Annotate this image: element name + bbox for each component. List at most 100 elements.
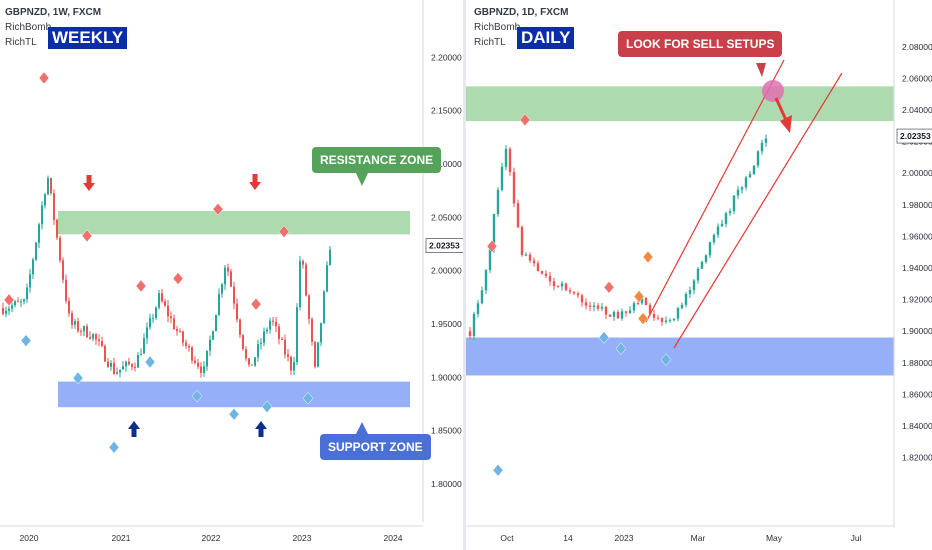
y-tick-label: 2.00000: [902, 168, 932, 178]
candle-body: [152, 317, 154, 319]
daily-indicator-richbomb[interactable]: RichBomb: [474, 22, 521, 33]
x-tick-label: 2023: [293, 533, 312, 543]
candle-body: [161, 293, 163, 302]
candle-body: [254, 357, 256, 366]
daily-symbol-title: GBPNZD, 1D, FXCM: [474, 7, 569, 18]
candle-body: [92, 334, 94, 339]
candle-body: [119, 369, 121, 373]
buy-diamond-icon: [108, 440, 120, 454]
candle-body: [158, 293, 160, 308]
candle-body: [269, 320, 271, 330]
candle-body: [224, 267, 226, 285]
panel-divider[interactable]: [463, 0, 466, 550]
y-tick-label: 1.80000: [431, 479, 462, 489]
candle-body: [317, 342, 319, 367]
candle-body: [266, 329, 268, 332]
candle-body: [524, 254, 528, 256]
candle-body: [134, 366, 136, 368]
candle-body: [218, 293, 220, 316]
candle-body: [182, 331, 184, 343]
candle-body: [32, 259, 34, 275]
candle-body: [314, 341, 316, 367]
y-tick-label: 1.84000: [902, 421, 932, 431]
up-arrow-icon: [128, 421, 140, 437]
candle-body: [62, 260, 64, 280]
candle-body: [480, 290, 484, 304]
candle-body: [164, 301, 166, 306]
y-tick-label: 2.10000: [431, 159, 462, 169]
channel-lower-line: [673, 72, 843, 349]
candle-body: [468, 331, 472, 337]
candle-body: [320, 322, 322, 343]
weekly-chart-panel[interactable]: 2.20000 2.15000 2.10000 2.05000 2.00000 1.950…: [0, 0, 463, 550]
y-tick-label: 2.04000: [902, 105, 932, 115]
candle-body: [604, 306, 608, 315]
buy-diamond-icon: [615, 342, 627, 355]
channel-upper-line: [645, 59, 785, 323]
candle-body: [155, 307, 157, 318]
candle-body: [71, 313, 73, 325]
weekly-symbol-title: GBPNZD, 1W, FXCM: [5, 7, 102, 18]
candle-body: [696, 268, 700, 281]
candle-body: [572, 291, 576, 294]
daily-chart-panel[interactable]: 2.080002.060002.040002.020002.000001.980…: [466, 0, 932, 550]
candle-body: [716, 226, 720, 235]
candle-body: [560, 283, 564, 287]
candle-body: [20, 301, 22, 303]
x-tick-label: 2021: [112, 533, 131, 543]
down-arrow-icon: [83, 175, 95, 191]
candle-body: [26, 287, 28, 300]
x-tick-label: Mar: [691, 533, 706, 543]
candle-body: [736, 189, 740, 196]
candle-body: [107, 361, 109, 367]
buy-diamond-icon: [72, 371, 84, 385]
x-tick-label: 2022: [202, 533, 221, 543]
candle-body: [296, 307, 298, 363]
candle-body: [137, 355, 139, 368]
candle-body: [752, 165, 756, 175]
candle-body: [17, 301, 19, 303]
candle-body: [110, 362, 112, 367]
candle-body: [608, 314, 612, 317]
candle-body: [194, 360, 196, 363]
orange-diamond-icon: [637, 312, 649, 325]
y-tick-label: 1.95000: [431, 319, 462, 329]
candle-body: [80, 330, 82, 332]
daily-chart-canvas[interactable]: 2.080002.060002.040002.020002.000001.980…: [466, 0, 932, 550]
candle-body: [191, 347, 193, 361]
candle-body: [167, 305, 169, 317]
sell-diamond-icon: [38, 71, 50, 85]
candle-body: [173, 318, 175, 330]
candle-body: [528, 254, 532, 261]
weekly-indicator-richbomb[interactable]: RichBomb: [5, 22, 52, 33]
y-tick-label: 1.92000: [902, 295, 932, 305]
candle-body: [5, 310, 7, 314]
candle-body: [53, 193, 55, 220]
support-zone: [58, 381, 410, 408]
candle-body: [233, 286, 235, 304]
weekly-indicator-richtl[interactable]: RichTL: [5, 37, 37, 48]
candle-body: [556, 286, 560, 288]
down-arrow-icon: [780, 115, 792, 133]
candle-body: [197, 362, 199, 367]
candle-body: [540, 271, 544, 274]
candle-body: [488, 248, 492, 270]
candle-body: [176, 329, 178, 332]
buy-diamond-icon: [228, 407, 240, 421]
candle-body: [245, 349, 247, 359]
resistance-zone-label: RESISTANCE ZONE: [312, 147, 442, 173]
daily-indicator-richtl[interactable]: RichTL: [474, 37, 506, 48]
candle-body: [492, 213, 496, 249]
candle-body: [308, 295, 310, 320]
candle-body: [740, 187, 744, 190]
candle-body: [656, 317, 660, 319]
candle-body: [568, 290, 572, 292]
candle-body: [116, 372, 118, 374]
sell-diamond-icon: [172, 272, 184, 285]
buy-diamond-icon: [302, 391, 314, 405]
support-label-pointer: [356, 422, 368, 434]
candle-body: [724, 213, 728, 224]
candle-body: [640, 297, 644, 304]
weekly-chart-canvas[interactable]: 2.20000 2.15000 2.10000 2.05000 2.00000 1.950…: [0, 0, 463, 550]
candle-body: [672, 318, 676, 321]
